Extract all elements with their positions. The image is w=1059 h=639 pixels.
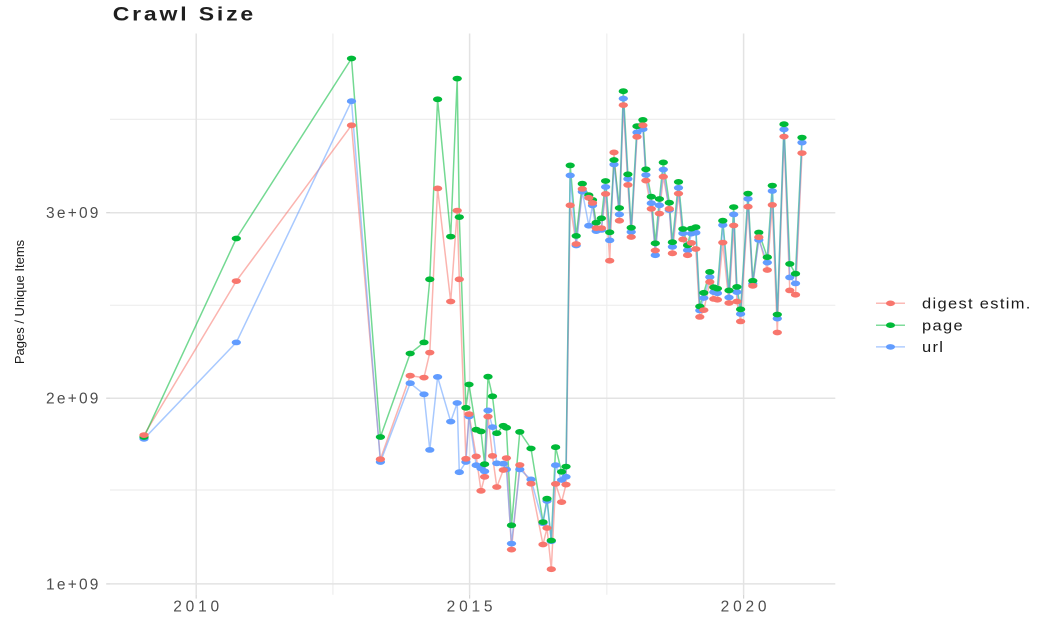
svg-text:2010: 2010 bbox=[173, 598, 223, 615]
svg-text:2020: 2020 bbox=[721, 598, 771, 615]
svg-text:2015: 2015 bbox=[447, 598, 497, 615]
svg-text:Pages / Unique Items: Pages / Unique Items bbox=[12, 239, 27, 364]
svg-text:Crawl Size: Crawl Size bbox=[113, 3, 256, 25]
svg-text:3e+09: 3e+09 bbox=[46, 205, 101, 222]
svg-text:1e+09: 1e+09 bbox=[46, 576, 101, 593]
svg-text:digest estim.: digest estim. bbox=[922, 296, 1032, 312]
svg-text:url: url bbox=[922, 340, 944, 356]
svg-text:2e+09: 2e+09 bbox=[46, 391, 101, 408]
svg-text:page: page bbox=[922, 318, 964, 334]
